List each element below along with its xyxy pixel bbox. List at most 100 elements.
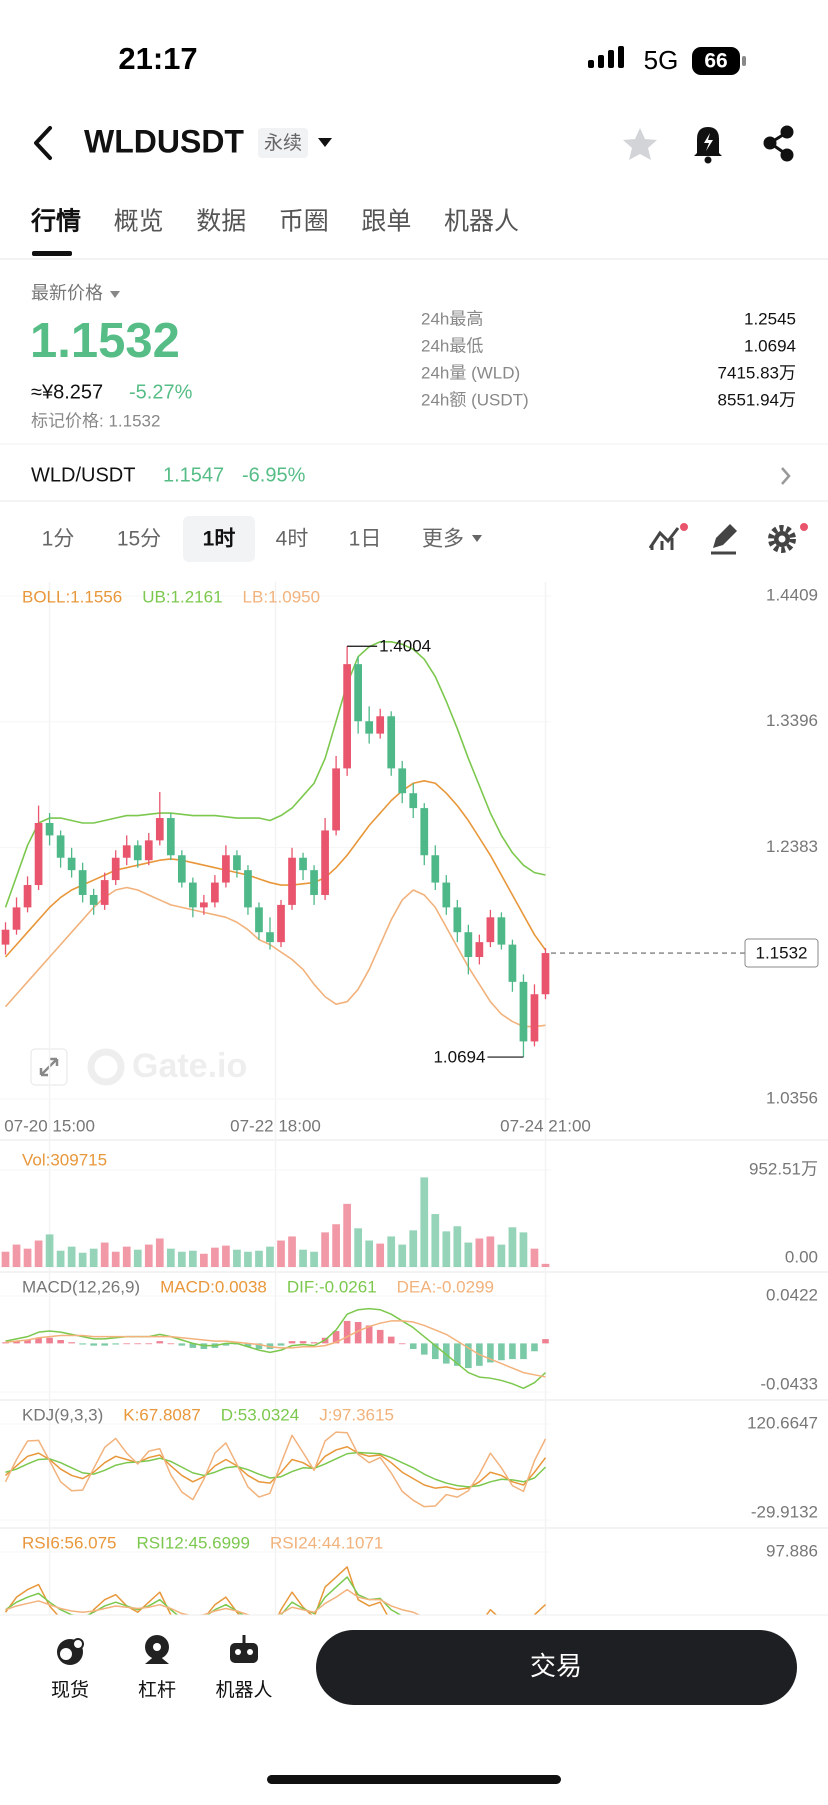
favorite-icon[interactable] [623,128,657,160]
macd-bar [487,1343,494,1363]
tab[interactable]: 币圈 [279,208,329,236]
battery-level: 66 [704,50,727,73]
macd-bar [299,1341,307,1344]
volume-bar [519,1232,528,1267]
tab[interactable]: 数据 [196,208,246,236]
macd-bar [178,1343,186,1346]
back-button[interactable] [34,126,52,160]
macd-bar [310,1342,318,1344]
macd-bar [2,1342,9,1344]
home-indicator [267,1775,561,1784]
margin-icon[interactable] [145,1635,169,1664]
symbol-dropdown[interactable] [318,138,332,147]
interval[interactable]: 15分 [117,528,161,551]
indicator-line [5,1320,546,1378]
interval[interactable]: 1时 [203,528,236,551]
legend-label: RSI12:45.6999 [137,1533,250,1552]
spot-icon[interactable] [57,1638,84,1665]
macd-bar [343,1320,351,1344]
interval[interactable]: 4时 [276,528,309,551]
volume-bar [166,1248,175,1267]
last-price: 1.1532 [30,314,180,368]
indicator-dot [680,523,688,531]
candle-body [255,907,263,933]
candle-body [475,942,484,958]
tab[interactable]: 概览 [114,208,164,236]
nav-label[interactable]: 机器人 [215,1679,272,1701]
stat-value: 7415.83万 [718,363,796,382]
volume-bar [376,1243,385,1267]
indicator-button[interactable] [648,527,680,550]
interval[interactable]: 更多 [422,528,464,551]
low-label: 1.0694 [433,1048,485,1067]
candle-body [100,880,109,905]
candle-body [222,855,230,883]
symbol[interactable]: WLDUSDT [84,123,244,159]
volume-bar [453,1226,462,1267]
volume-bar [122,1246,131,1267]
draw-button[interactable] [711,524,737,555]
macd-bar [46,1337,53,1344]
candle-body [398,768,407,794]
macd-bar [498,1343,505,1361]
macd-bar [509,1343,516,1360]
macd-bar [398,1343,406,1345]
macd-bar [376,1329,384,1344]
nav-label[interactable]: 杠杆 [138,1679,176,1701]
candle-body [343,664,351,769]
candle-body [277,904,285,943]
tab[interactable]: 跟单 [361,208,411,236]
trade-button[interactable] [316,1630,797,1705]
volume-bar [89,1248,98,1267]
candle-body [354,664,363,722]
x-tick-label: 07-24 21:00 [500,1116,591,1135]
stat-value: 8551.94万 [718,390,796,409]
volume-bar [233,1249,241,1267]
alert-icon[interactable] [694,127,722,164]
candle-body [530,994,539,1042]
candle-body [122,845,131,858]
nav-label[interactable]: 现货 [51,1679,89,1701]
volume-bar [299,1249,307,1267]
candle-body [497,917,506,945]
y-tick-label: 120.6647 [747,1413,818,1432]
candle-body [376,716,385,734]
tab[interactable]: 行情 [30,208,81,236]
stat-label: 24h额 (USDT) [421,390,529,409]
volume-bar [100,1242,109,1267]
candle-body [23,885,32,908]
settings-button[interactable] [768,525,796,553]
watermark: Gate.io [132,1047,247,1085]
macd-bar [531,1343,538,1352]
price-label[interactable]: 最新价格 [31,283,103,303]
volume-bar [34,1240,43,1267]
volume-bar [78,1252,87,1267]
candle-body [144,840,153,861]
interval[interactable]: 1分 [42,528,75,551]
bot-icon[interactable] [230,1635,258,1663]
candle-body [34,822,43,886]
last-price-label: 1.1532 [756,944,808,963]
mark-price: 标记价格: 1.1532 [31,411,160,430]
trade-label[interactable]: 交易 [530,1651,582,1681]
legend-label: BOLL:1.1556 [22,587,122,606]
status-time: 21:17 [118,41,197,76]
tab[interactable]: 机器人 [444,208,519,236]
stats: 24h最高 1.2545 24h最低 1.0694 24h量 (WLD) 7415.83万… [421,309,796,409]
candle-body [166,818,175,856]
spot-pair[interactable]: WLD/USDT [31,464,135,486]
panel-title: MACD(12,26,9) [22,1277,140,1296]
candle-body [464,932,473,958]
legend-label: J:97.3615 [319,1405,394,1424]
volume-bar [111,1251,120,1267]
share-icon[interactable] [763,125,794,162]
volume-bar [387,1236,396,1267]
volume-bar [365,1240,374,1267]
price-change: -5.27% [129,381,193,403]
tag-bg [258,128,308,158]
spot-chevron[interactable] [781,467,791,485]
interval[interactable]: 1日 [349,528,382,551]
candle-body [155,818,164,841]
divider [0,500,828,502]
